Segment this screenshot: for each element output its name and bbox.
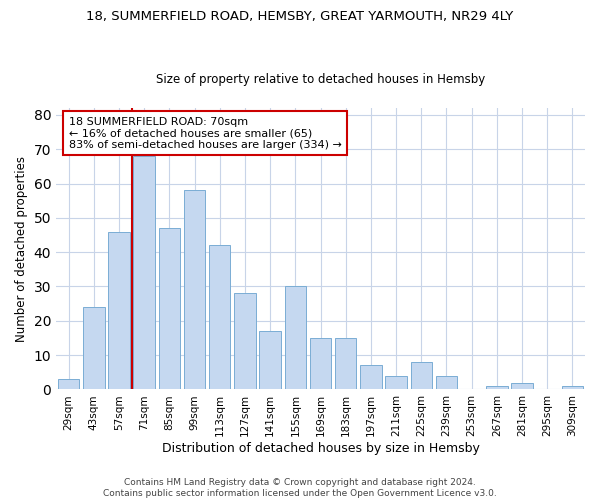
Bar [385, 376, 407, 390]
Bar [486, 386, 508, 390]
Bar [184, 190, 205, 390]
Bar [436, 376, 457, 390]
Text: Contains HM Land Registry data © Crown copyright and database right 2024.
Contai: Contains HM Land Registry data © Crown c… [103, 478, 497, 498]
Text: 18 SUMMERFIELD ROAD: 70sqm
← 16% of detached houses are smaller (65)
83% of semi: 18 SUMMERFIELD ROAD: 70sqm ← 16% of deta… [68, 116, 341, 150]
Bar [109, 232, 130, 390]
Bar [158, 228, 180, 390]
Bar [410, 362, 432, 390]
Bar [234, 294, 256, 390]
Y-axis label: Number of detached properties: Number of detached properties [15, 156, 28, 342]
Bar [83, 307, 104, 390]
Bar [360, 366, 382, 390]
Title: Size of property relative to detached houses in Hemsby: Size of property relative to detached ho… [156, 73, 485, 86]
Bar [511, 382, 533, 390]
Bar [259, 331, 281, 390]
Text: 18, SUMMERFIELD ROAD, HEMSBY, GREAT YARMOUTH, NR29 4LY: 18, SUMMERFIELD ROAD, HEMSBY, GREAT YARM… [86, 10, 514, 23]
Bar [310, 338, 331, 390]
Bar [562, 386, 583, 390]
Bar [335, 338, 356, 390]
Bar [133, 156, 155, 390]
Bar [284, 286, 306, 390]
X-axis label: Distribution of detached houses by size in Hemsby: Distribution of detached houses by size … [161, 442, 479, 455]
Bar [58, 379, 79, 390]
Bar [209, 246, 230, 390]
